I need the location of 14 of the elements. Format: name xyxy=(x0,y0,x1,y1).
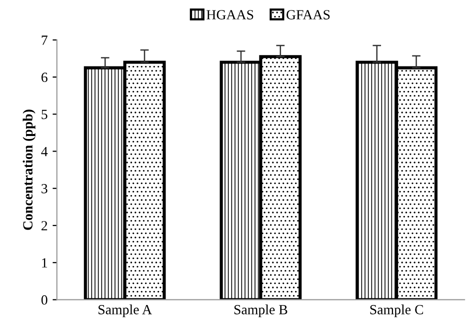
y-tick-label: 5 xyxy=(42,110,48,120)
y-tick-label: 0 xyxy=(41,295,48,305)
legend-label: HGAAS xyxy=(206,10,254,20)
y-tick-label: 1 xyxy=(42,258,48,268)
legend-label: GFAAS xyxy=(286,10,330,20)
x-tick-label: Sample A xyxy=(98,304,152,318)
y-tick-label: 7 xyxy=(42,36,48,45)
x-tick-label: Sample B xyxy=(234,304,288,318)
y-tick-label: 4 xyxy=(41,146,48,156)
x-tick-label: Sample C xyxy=(370,304,424,318)
y-axis-title: Concentration (ppb) xyxy=(22,110,36,230)
y-tick-label: 6 xyxy=(42,72,48,82)
y-tick-label: 3 xyxy=(42,184,48,194)
y-tick-label: 2 xyxy=(42,221,48,230)
